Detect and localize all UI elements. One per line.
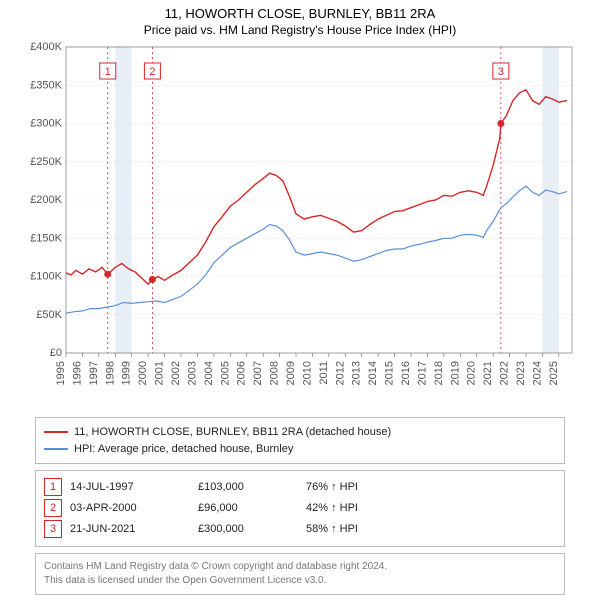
event-price: £103,000 <box>198 477 298 498</box>
svg-text:2: 2 <box>149 66 155 78</box>
svg-text:1998: 1998 <box>104 361 116 385</box>
chart-subtitle: Price paid vs. HM Land Registry's House … <box>0 21 600 41</box>
svg-text:2023: 2023 <box>515 361 527 385</box>
svg-text:2013: 2013 <box>351 361 363 385</box>
svg-text:£400K: £400K <box>30 41 62 53</box>
svg-text:2019: 2019 <box>449 361 461 385</box>
event-badge: 3 <box>44 520 62 538</box>
legend-label: 11, HOWORTH CLOSE, BURNLEY, BB11 2RA (de… <box>74 424 391 441</box>
event-delta: 58% ↑ HPI <box>306 519 426 540</box>
svg-text:£250K: £250K <box>30 156 62 168</box>
svg-text:£150K: £150K <box>30 232 62 244</box>
svg-text:2016: 2016 <box>400 361 412 385</box>
svg-text:2004: 2004 <box>203 361 215 385</box>
event-price: £300,000 <box>198 519 298 540</box>
svg-text:2010: 2010 <box>301 361 313 385</box>
svg-text:2011: 2011 <box>318 361 330 385</box>
svg-text:2008: 2008 <box>269 361 281 385</box>
svg-text:£300K: £300K <box>30 118 62 130</box>
event-date: 14-JUL-1997 <box>70 477 190 498</box>
svg-text:1997: 1997 <box>88 361 100 385</box>
svg-text:2002: 2002 <box>170 361 182 385</box>
svg-text:£350K: £350K <box>30 79 62 91</box>
svg-text:2007: 2007 <box>252 361 264 385</box>
legend: 11, HOWORTH CLOSE, BURNLEY, BB11 2RA (de… <box>35 417 565 464</box>
svg-text:2025: 2025 <box>548 361 560 385</box>
event-row: 2 03-APR-2000 £96,000 42% ↑ HPI <box>44 498 556 519</box>
event-date: 03-APR-2000 <box>70 498 190 519</box>
svg-text:£100K: £100K <box>30 271 62 283</box>
event-delta: 42% ↑ HPI <box>306 498 426 519</box>
price-chart: £0 £50K £100K £150K £200K £250K £300K £350K £400… <box>20 41 580 411</box>
svg-text:2018: 2018 <box>433 361 445 385</box>
svg-text:2024: 2024 <box>531 361 543 385</box>
svg-text:2014: 2014 <box>367 361 379 385</box>
event-row: 1 14-JUL-1997 £103,000 76% ↑ HPI <box>44 477 556 498</box>
event-delta: 76% ↑ HPI <box>306 477 426 498</box>
legend-label: HPI: Average price, detached house, Burn… <box>74 441 293 458</box>
svg-text:2009: 2009 <box>285 361 297 385</box>
svg-text:2021: 2021 <box>482 361 494 385</box>
svg-text:1999: 1999 <box>121 361 133 385</box>
svg-text:2012: 2012 <box>334 361 346 385</box>
chart-title: 11, HOWORTH CLOSE, BURNLEY, BB11 2RA <box>0 0 600 21</box>
legend-item: HPI: Average price, detached house, Burn… <box>44 441 556 458</box>
svg-text:2003: 2003 <box>186 361 198 385</box>
legend-swatch <box>44 448 68 450</box>
event-price: £96,000 <box>198 498 298 519</box>
event-row: 3 21-JUN-2021 £300,000 58% ↑ HPI <box>44 519 556 540</box>
attribution: Contains HM Land Registry data © Crown c… <box>35 553 565 595</box>
svg-text:3: 3 <box>498 66 504 78</box>
attribution-line: Contains HM Land Registry data © Crown c… <box>44 560 556 574</box>
events-table: 1 14-JUL-1997 £103,000 76% ↑ HPI 2 03-APR-200… <box>35 470 565 547</box>
attribution-line: This data is licensed under the Open Gov… <box>44 574 556 588</box>
svg-text:1995: 1995 <box>55 361 67 385</box>
svg-text:2020: 2020 <box>466 361 478 385</box>
svg-text:£50K: £50K <box>36 309 62 321</box>
event-date: 21-JUN-2021 <box>70 519 190 540</box>
svg-text:2005: 2005 <box>219 361 231 385</box>
legend-item: 11, HOWORTH CLOSE, BURNLEY, BB11 2RA (de… <box>44 424 556 441</box>
svg-text:1996: 1996 <box>71 361 83 385</box>
svg-text:2015: 2015 <box>384 361 396 385</box>
svg-text:2001: 2001 <box>154 361 166 385</box>
chart-area: £0 £50K £100K £150K £200K £250K £300K £350K £400… <box>20 41 580 411</box>
svg-text:2022: 2022 <box>499 361 511 385</box>
svg-text:2017: 2017 <box>416 361 428 385</box>
svg-text:£0: £0 <box>50 347 62 359</box>
legend-swatch <box>44 431 68 433</box>
event-badge: 1 <box>44 478 62 496</box>
svg-text:£200K: £200K <box>30 194 62 206</box>
svg-text:1: 1 <box>105 66 111 78</box>
svg-text:2006: 2006 <box>236 361 248 385</box>
event-badge: 2 <box>44 499 62 517</box>
svg-text:2000: 2000 <box>137 361 149 385</box>
